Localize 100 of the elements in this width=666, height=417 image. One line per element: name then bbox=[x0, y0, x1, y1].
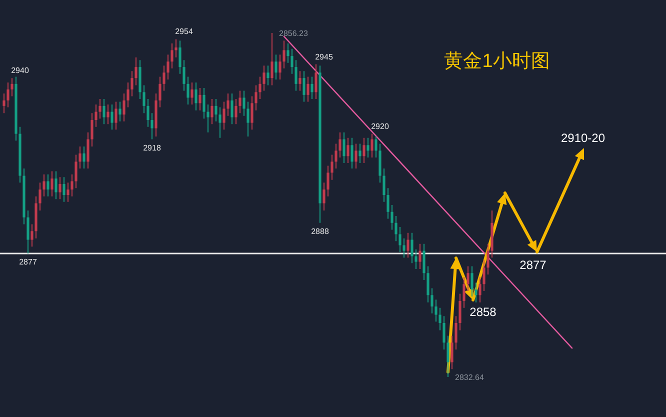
candlestick bbox=[118, 101, 122, 122]
candlestick bbox=[422, 243, 426, 280]
candlestick bbox=[394, 216, 398, 242]
candlestick bbox=[170, 42, 174, 69]
candlestick bbox=[134, 56, 138, 86]
candlestick bbox=[94, 104, 98, 128]
candlestick bbox=[274, 54, 278, 80]
candlestick bbox=[434, 299, 438, 322]
annotation: 2920 bbox=[371, 122, 390, 131]
candlestick bbox=[106, 104, 110, 125]
candlestick bbox=[330, 154, 334, 180]
candlestick bbox=[410, 232, 414, 264]
candlestick bbox=[10, 78, 14, 97]
candlestick bbox=[190, 82, 194, 106]
candlestick bbox=[214, 98, 218, 122]
annotation: 2918 bbox=[143, 143, 162, 152]
candlestick bbox=[406, 232, 410, 258]
candlestick bbox=[230, 93, 234, 125]
candlestick bbox=[38, 182, 42, 212]
candlestick bbox=[150, 112, 154, 140]
candlestick bbox=[366, 137, 370, 158]
candlestick bbox=[450, 335, 454, 370]
candlestick bbox=[242, 90, 246, 116]
candlestick bbox=[42, 174, 46, 197]
candlestick bbox=[482, 260, 486, 292]
candlestick bbox=[302, 70, 306, 102]
candlestick bbox=[306, 76, 310, 102]
candlestick bbox=[458, 293, 462, 331]
candlestick bbox=[470, 266, 474, 298]
annotation: 2832.64 bbox=[455, 373, 484, 382]
candlestick bbox=[466, 266, 470, 292]
candlestick bbox=[250, 96, 254, 130]
candlestick bbox=[182, 60, 186, 92]
candlestick bbox=[398, 226, 402, 253]
annotation: 2945 bbox=[315, 52, 334, 62]
candlestick bbox=[110, 104, 114, 130]
candlestick bbox=[382, 168, 386, 202]
candlestick bbox=[262, 65, 266, 92]
candlestick bbox=[478, 276, 482, 303]
candlestick bbox=[142, 84, 146, 114]
candlestick bbox=[122, 93, 126, 122]
candlestick bbox=[102, 98, 106, 125]
candlestick bbox=[386, 188, 390, 220]
candlestick bbox=[78, 146, 82, 170]
annotation: 2856.23 bbox=[279, 29, 308, 38]
candlestick bbox=[486, 243, 490, 275]
candlestick bbox=[90, 112, 94, 148]
annotation: 2940 bbox=[11, 66, 30, 76]
candlestick bbox=[454, 316, 458, 350]
candlestick bbox=[462, 276, 466, 308]
annotation: 2858 bbox=[470, 305, 497, 319]
candlestick bbox=[98, 98, 102, 120]
candlestick bbox=[258, 76, 262, 100]
candlestick bbox=[350, 137, 354, 170]
candlestick bbox=[310, 76, 314, 100]
candlestick bbox=[50, 170, 54, 197]
candlestick bbox=[158, 76, 162, 108]
annotation: 2877 bbox=[19, 258, 38, 267]
candlestick bbox=[246, 101, 250, 138]
annotation: 2910-20 bbox=[560, 131, 606, 145]
candlestick bbox=[430, 288, 434, 314]
candlestick bbox=[266, 65, 270, 86]
candlestick bbox=[86, 132, 90, 170]
candlestick bbox=[2, 93, 6, 114]
candlestick bbox=[30, 224, 34, 248]
candlestick bbox=[442, 316, 446, 350]
candlestick bbox=[322, 182, 326, 212]
candlestick bbox=[202, 88, 206, 120]
annotation: 2877 bbox=[520, 258, 547, 272]
candlestick bbox=[426, 266, 430, 303]
candlestick bbox=[298, 70, 302, 92]
candlestick bbox=[358, 143, 362, 164]
candlestick bbox=[234, 98, 238, 125]
candlestick bbox=[354, 143, 358, 170]
candlestick bbox=[270, 32, 274, 86]
candlestick bbox=[178, 40, 182, 74]
candlestick bbox=[222, 101, 226, 130]
candlestick bbox=[174, 38, 178, 58]
candlestick bbox=[54, 170, 58, 200]
candlestick bbox=[162, 65, 166, 92]
candlestick bbox=[58, 176, 62, 200]
candlestick bbox=[206, 104, 210, 133]
candlestick bbox=[438, 307, 442, 331]
candlestick bbox=[70, 174, 74, 197]
candlestick bbox=[370, 133, 374, 158]
candlestick bbox=[474, 282, 478, 303]
candlestick bbox=[198, 88, 202, 111]
candlestick bbox=[26, 210, 30, 254]
candlestick bbox=[114, 101, 118, 130]
candlestick bbox=[186, 76, 190, 106]
candlestick bbox=[194, 82, 198, 111]
candlestick bbox=[346, 137, 350, 164]
candlestick bbox=[374, 136, 378, 158]
candlestick bbox=[342, 132, 346, 164]
candlestick bbox=[282, 40, 286, 69]
candlestick bbox=[290, 48, 294, 74]
candlestick bbox=[46, 174, 50, 197]
candlestick bbox=[218, 106, 222, 138]
annotation: 2954 bbox=[175, 27, 194, 36]
candlestick bbox=[130, 70, 134, 97]
